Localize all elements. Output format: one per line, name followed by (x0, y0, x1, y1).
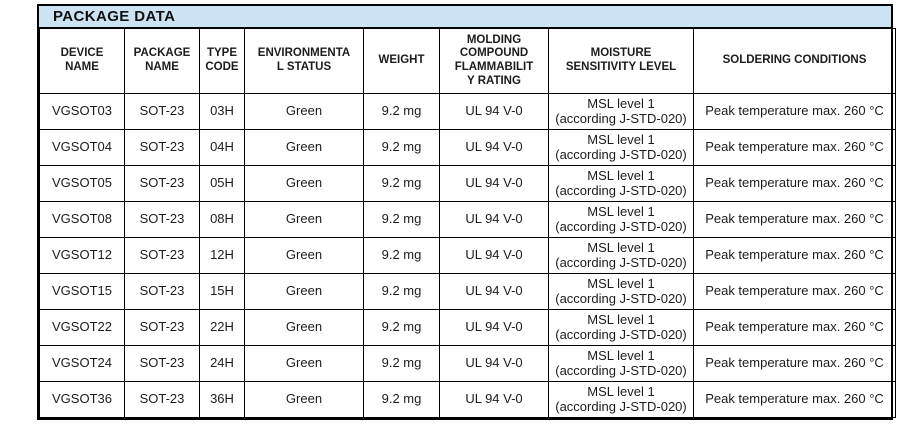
cell-weight: 9.2 mg (363, 345, 440, 382)
cell-device_name: VGSOT12 (39, 237, 125, 274)
cell-type_code: 36H (199, 381, 245, 418)
cell-weight: 9.2 mg (363, 381, 440, 418)
cell-weight: 9.2 mg (363, 309, 440, 346)
package-data-table: PACKAGE DATA DEVICE NAME PACKAGE NAME TYPE… (37, 4, 896, 420)
cell-type_code: 08H (199, 201, 245, 238)
cell-moisture: MSL level 1 (according J-STD-020) (548, 129, 694, 166)
cell-package_name: SOT-23 (124, 129, 200, 166)
cell-flammability: UL 94 V-0 (439, 273, 549, 310)
cell-package_name: SOT-23 (124, 93, 200, 130)
cell-soldering: Peak temperature max. 260 °C (693, 273, 896, 310)
cell-flammability: UL 94 V-0 (439, 93, 549, 130)
cell-moisture: MSL level 1 (according J-STD-020) (548, 201, 694, 238)
column-header-flammability: MOLDING COMPOUND FLAMMABILIT Y RATING (439, 28, 549, 94)
cell-environmental_status: Green (244, 345, 364, 382)
cell-moisture: MSL level 1 (according J-STD-020) (548, 165, 694, 202)
column-header-moisture: MOISTURE SENSITIVITY LEVEL (548, 28, 694, 94)
cell-moisture: MSL level 1 (according J-STD-020) (548, 237, 694, 274)
cell-type_code: 04H (199, 129, 245, 166)
cell-environmental_status: Green (244, 273, 364, 310)
cell-weight: 9.2 mg (363, 165, 440, 202)
cell-moisture: MSL level 1 (according J-STD-020) (548, 345, 694, 382)
cell-flammability: UL 94 V-0 (439, 345, 549, 382)
cell-soldering: Peak temperature max. 260 °C (693, 93, 896, 130)
cell-moisture: MSL level 1 (according J-STD-020) (548, 273, 694, 310)
cell-device_name: VGSOT05 (39, 165, 125, 202)
cell-flammability: UL 94 V-0 (439, 309, 549, 346)
cell-device_name: VGSOT03 (39, 93, 125, 130)
column-header-package_name: PACKAGE NAME (124, 28, 200, 94)
cell-device_name: VGSOT36 (39, 381, 125, 418)
cell-soldering: Peak temperature max. 260 °C (693, 381, 896, 418)
table-row: VGSOT03 SOT-23 03H Green 9.2 mg UL 94 V-0 MSL … (39, 93, 896, 130)
cell-type_code: 03H (199, 93, 245, 130)
table-row: VGSOT05 SOT-23 05H Green 9.2 mg UL 94 V-0 MSL … (39, 165, 896, 202)
cell-package_name: SOT-23 (124, 201, 200, 238)
data-table: DEVICE NAME PACKAGE NAME TYPE CODE ENVIRONM… (39, 28, 896, 418)
cell-soldering: Peak temperature max. 260 °C (693, 237, 896, 274)
table-row: VGSOT15 SOT-23 15H Green 9.2 mg UL 94 V-0 MSL … (39, 273, 896, 310)
cell-type_code: 22H (199, 309, 245, 346)
cell-environmental_status: Green (244, 165, 364, 202)
table-row: VGSOT24 SOT-23 24H Green 9.2 mg UL 94 V-0 MSL … (39, 345, 896, 382)
table-header: DEVICE NAME PACKAGE NAME TYPE CODE ENVIRONM… (39, 28, 896, 94)
cell-flammability: UL 94 V-0 (439, 381, 549, 418)
cell-environmental_status: Green (244, 309, 364, 346)
cell-environmental_status: Green (244, 129, 364, 166)
table-row: VGSOT12 SOT-23 12H Green 9.2 mg UL 94 V-0 MSL … (39, 237, 896, 274)
cell-type_code: 24H (199, 345, 245, 382)
cell-moisture: MSL level 1 (according J-STD-020) (548, 309, 694, 346)
cell-flammability: UL 94 V-0 (439, 165, 549, 202)
cell-package_name: SOT-23 (124, 309, 200, 346)
cell-soldering: Peak temperature max. 260 °C (693, 201, 896, 238)
column-header-environmental_status: ENVIRONMENTA L STATUS (244, 28, 364, 94)
cell-type_code: 05H (199, 165, 245, 202)
column-header-soldering: SOLDERING CONDITIONS (693, 28, 896, 94)
table-body: VGSOT03 SOT-23 03H Green 9.2 mg UL 94 V-0 MSL … (39, 93, 896, 418)
cell-package_name: SOT-23 (124, 237, 200, 274)
cell-flammability: UL 94 V-0 (439, 237, 549, 274)
cell-type_code: 12H (199, 237, 245, 274)
cell-package_name: SOT-23 (124, 165, 200, 202)
column-header-type_code: TYPE CODE (199, 28, 245, 94)
cell-environmental_status: Green (244, 237, 364, 274)
cell-device_name: VGSOT15 (39, 273, 125, 310)
table-row: VGSOT04 SOT-23 04H Green 9.2 mg UL 94 V-0 MSL … (39, 129, 896, 166)
cell-package_name: SOT-23 (124, 273, 200, 310)
cell-flammability: UL 94 V-0 (439, 129, 549, 166)
cell-package_name: SOT-23 (124, 381, 200, 418)
cell-soldering: Peak temperature max. 260 °C (693, 345, 896, 382)
cell-flammability: UL 94 V-0 (439, 201, 549, 238)
table-row: VGSOT22 SOT-23 22H Green 9.2 mg UL 94 V-0 MSL … (39, 309, 896, 346)
cell-device_name: VGSOT08 (39, 201, 125, 238)
column-header-weight: WEIGHT (363, 28, 440, 94)
table-title: PACKAGE DATA (39, 6, 891, 28)
cell-type_code: 15H (199, 273, 245, 310)
table-row: VGSOT08 SOT-23 08H Green 9.2 mg UL 94 V-0 MSL … (39, 201, 896, 238)
cell-soldering: Peak temperature max. 260 °C (693, 165, 896, 202)
cell-device_name: VGSOT04 (39, 129, 125, 166)
cell-moisture: MSL level 1 (according J-STD-020) (548, 381, 694, 418)
column-header-device_name: DEVICE NAME (39, 28, 125, 94)
cell-environmental_status: Green (244, 381, 364, 418)
cell-weight: 9.2 mg (363, 129, 440, 166)
cell-environmental_status: Green (244, 201, 364, 238)
cell-package_name: SOT-23 (124, 345, 200, 382)
cell-device_name: VGSOT24 (39, 345, 125, 382)
header-row: DEVICE NAME PACKAGE NAME TYPE CODE ENVIRONM… (39, 28, 896, 94)
cell-soldering: Peak temperature max. 260 °C (693, 309, 896, 346)
cell-soldering: Peak temperature max. 260 °C (693, 129, 896, 166)
cell-weight: 9.2 mg (363, 273, 440, 310)
cell-weight: 9.2 mg (363, 201, 440, 238)
cell-moisture: MSL level 1 (according J-STD-020) (548, 93, 694, 130)
cell-weight: 9.2 mg (363, 93, 440, 130)
cell-environmental_status: Green (244, 93, 364, 130)
cell-device_name: VGSOT22 (39, 309, 125, 346)
table-row: VGSOT36 SOT-23 36H Green 9.2 mg UL 94 V-0 MSL … (39, 381, 896, 418)
cell-weight: 9.2 mg (363, 237, 440, 274)
